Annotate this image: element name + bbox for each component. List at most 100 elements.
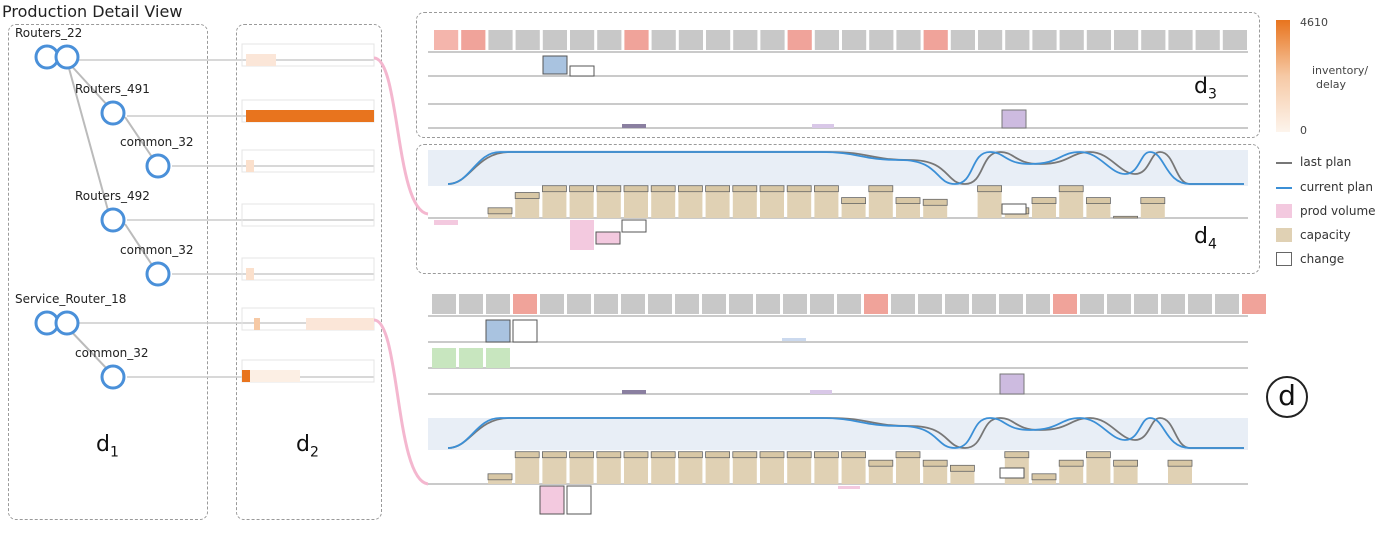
capacity-bar-top	[678, 451, 703, 459]
status-cell	[1059, 30, 1084, 50]
status-cell	[651, 30, 676, 50]
colorbar-label-2: delay	[1316, 78, 1347, 91]
tree-edge	[124, 116, 155, 161]
tree-node	[100, 100, 126, 126]
summary-bar	[246, 54, 276, 66]
link-curve-bottom	[373, 318, 429, 486]
prod-volume-bar	[539, 485, 565, 515]
capacity-bar-top	[759, 185, 785, 193]
tree-node-label: common_32	[75, 346, 149, 360]
status-cell	[1134, 294, 1158, 314]
status-cell	[1080, 294, 1104, 314]
status-mark	[459, 348, 483, 368]
page-title: Production Detail View	[2, 2, 183, 21]
tree-node-label: Routers_22	[15, 26, 82, 40]
link-curve-top	[373, 56, 429, 216]
legend-prod-volume: prod volume	[1300, 204, 1376, 218]
status-cell	[837, 294, 861, 314]
label-d1: d1	[96, 432, 119, 461]
status-cell	[1141, 30, 1166, 50]
capacity-bar-top	[514, 192, 540, 199]
status-cell	[999, 294, 1023, 314]
status-cell	[733, 30, 758, 50]
status-cell	[945, 294, 969, 314]
capacity-bar-top	[705, 185, 730, 193]
status-cell	[1026, 294, 1050, 314]
status-cell	[1215, 294, 1239, 314]
legend-capacity: capacity	[1300, 228, 1351, 242]
status-cell	[760, 30, 785, 50]
legend-current-plan: current plan	[1300, 180, 1374, 194]
capacity-bar-top	[542, 451, 567, 459]
capacity-bar-top	[650, 451, 676, 459]
tree-node	[54, 310, 80, 336]
label-d-circled: d	[1266, 376, 1308, 418]
status-cell	[1168, 30, 1193, 50]
label-d2: d2	[296, 432, 319, 461]
capacity-bar-top	[1058, 185, 1084, 193]
status-cell	[459, 294, 483, 314]
capacity-bar-top	[814, 451, 839, 459]
prod-volume-bar	[595, 231, 621, 245]
change-box	[1001, 203, 1027, 215]
prod-volume-bar	[570, 220, 594, 250]
status-cell	[810, 294, 834, 314]
capacity-bar-top	[1086, 451, 1111, 459]
status-cell	[567, 294, 591, 314]
status-cell	[842, 30, 867, 50]
status-cell	[1188, 294, 1212, 314]
capacity-bar-top	[487, 473, 513, 481]
prod-volume-bar	[434, 220, 458, 225]
change-swatch	[1276, 252, 1292, 266]
capacity-bar-top	[487, 207, 513, 215]
d3-panel	[416, 12, 1260, 138]
summary-row-box	[241, 257, 375, 281]
capacity-bar-top	[732, 451, 758, 459]
tree-edge	[66, 326, 110, 372]
status-cell	[918, 294, 942, 314]
capacity-bar-top	[759, 451, 785, 459]
status-cell	[978, 30, 1003, 50]
tree-node-label: Routers_492	[75, 189, 150, 203]
tree-node	[100, 207, 126, 233]
status-cell	[896, 30, 921, 50]
capacity-bar-top	[841, 451, 866, 459]
top-plan-band	[428, 150, 1248, 186]
tree-node-label: common_32	[120, 135, 194, 149]
capacity-bar-top	[895, 451, 921, 459]
current-plan-swatch	[1276, 187, 1292, 189]
colorbar-label-1: inventory/	[1312, 64, 1369, 77]
status-cell	[869, 30, 894, 50]
status-cell	[1107, 294, 1131, 314]
status-cell	[1114, 30, 1139, 50]
status-cell	[648, 294, 672, 314]
change-mark	[569, 65, 595, 77]
top-current-plan	[447, 151, 1244, 185]
capacity-bar-top	[1004, 451, 1030, 459]
colorbar-min: 0	[1300, 124, 1307, 137]
capacity-bar-top	[1058, 459, 1084, 467]
capacity-bar-top	[895, 197, 921, 205]
change-box	[621, 219, 647, 233]
change-mark	[542, 55, 568, 75]
status-cell	[891, 294, 915, 314]
status-cell	[488, 30, 513, 50]
legend-change: change	[1300, 252, 1345, 266]
capacity-bar-top	[1113, 459, 1138, 467]
bottom-current-plan	[447, 417, 1244, 449]
capacity-bar-top	[1113, 215, 1138, 219]
status-cell	[540, 294, 564, 314]
prod-volume-swatch	[1276, 204, 1292, 218]
capacity-bar-top	[786, 451, 812, 459]
capacity-bar-top	[1167, 459, 1193, 467]
inventory-mark	[622, 124, 646, 128]
capacity-bar-top	[1031, 473, 1057, 481]
capacity-bar-top	[623, 185, 649, 193]
summary-row-box	[241, 203, 375, 227]
status-cell	[1032, 30, 1057, 50]
change-box	[566, 485, 592, 515]
legend-last-plan: last plan	[1300, 155, 1352, 169]
tree-node-label: Routers_491	[75, 82, 150, 96]
status-cell	[787, 30, 812, 50]
change-mark	[512, 319, 538, 343]
